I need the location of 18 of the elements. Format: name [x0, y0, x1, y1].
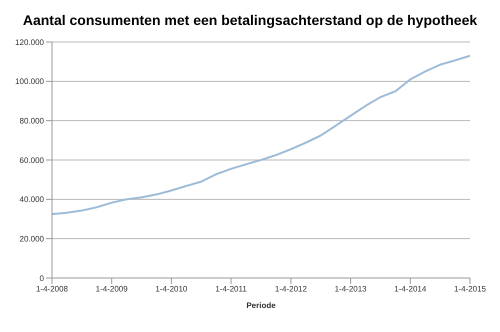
line-series [52, 54, 470, 216]
y-tick-label: 60.000 [20, 156, 45, 165]
x-tick-label: 1-4-2015 [454, 284, 487, 294]
x-tick-label: 1-4-2008 [36, 284, 69, 294]
x-tick-label: 1-4-2011 [215, 284, 248, 294]
x-tick-label: 1-4-2012 [274, 284, 308, 294]
y-tick-label: 80.000 [20, 116, 45, 126]
y-tick-label: 120.000 [15, 38, 45, 47]
x-tick-label: 1-4-2013 [334, 284, 368, 294]
chart-title: Aantal consumenten met een betalingsachterstand op de hypotheek [22, 11, 478, 30]
x-axis-title: Periode [246, 301, 276, 310]
y-tick-label: 0 [40, 274, 45, 283]
x-tick-label: 1-4-2014 [394, 284, 427, 294]
y-tick-label: 20.000 [20, 234, 45, 244]
y-tick-label: 100.000 [15, 77, 45, 86]
y-tick-label: 40.000 [20, 195, 45, 204]
x-tick-label: 1-4-2009 [96, 284, 128, 294]
x-tick-label: 1-4-2010 [155, 284, 188, 294]
